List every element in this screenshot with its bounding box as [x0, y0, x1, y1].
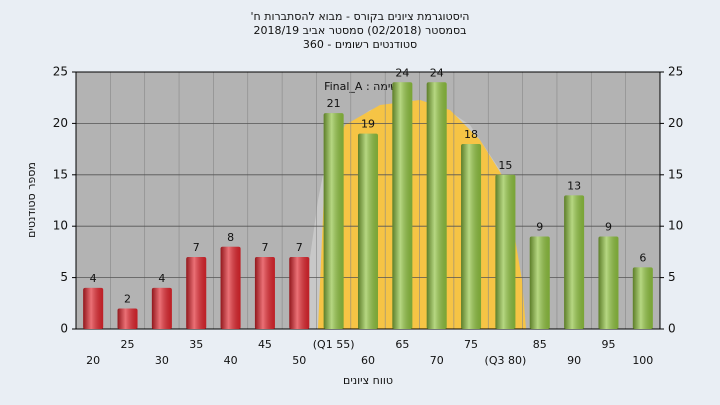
x-tick-label: 95 — [601, 338, 615, 351]
y2-tick-label: 20 — [668, 116, 683, 130]
data-label: 8 — [227, 231, 234, 244]
y-tick-label: 5 — [60, 270, 68, 284]
data-label: 7 — [261, 241, 268, 254]
bar-shade — [254, 257, 275, 329]
bar-shade — [632, 267, 653, 329]
bar-shade — [529, 236, 550, 329]
x-tick-label: 40 — [224, 354, 238, 367]
data-label: 4 — [158, 272, 165, 285]
y-tick-label: 15 — [53, 167, 68, 181]
chart-subtitle: סטודנטים רשומים - 360 — [303, 38, 417, 51]
y2-tick-label: 15 — [668, 167, 683, 181]
y2-tick-label: 25 — [668, 65, 683, 79]
data-label: 7 — [193, 241, 200, 254]
y2-tick-label: 5 — [668, 270, 676, 284]
data-label: 4 — [90, 272, 97, 285]
data-label: 9 — [536, 220, 543, 233]
data-label: 15 — [498, 159, 512, 172]
data-label: 24 — [430, 66, 444, 79]
chart-subtitle: בסמסטר (02/2018) סמסטר אביב 2018/19 — [253, 24, 466, 37]
bar-shade — [117, 308, 138, 329]
x-tick-label: 20 — [86, 354, 100, 367]
bar-shade — [323, 113, 344, 330]
bar-shade — [495, 174, 516, 329]
x-tick-label: 25 — [121, 338, 135, 351]
y-tick-label: 25 — [53, 65, 68, 79]
data-label: 21 — [327, 97, 341, 110]
data-label: 19 — [361, 118, 375, 131]
data-label: 2 — [124, 292, 131, 305]
data-label: 7 — [296, 241, 303, 254]
data-label: 9 — [605, 220, 612, 233]
bar-shade — [151, 287, 172, 329]
x-tick-label: 85 — [533, 338, 547, 351]
y-axis-label: מספר סטודנטים — [25, 162, 38, 238]
y2-tick-label: 10 — [668, 219, 683, 233]
y2-tick-label: 0 — [668, 322, 676, 336]
data-label: 24 — [395, 66, 409, 79]
chart-title: היסטוגרמת ציונים בקורס - מבוא להסתברות ח… — [251, 10, 470, 23]
data-label: 13 — [567, 179, 581, 192]
annotation: במשימה : Final_A — [324, 80, 412, 93]
bar-shade — [426, 82, 447, 329]
x-tick-label: 60 — [361, 354, 375, 367]
x-tick-label: 90 — [567, 354, 581, 367]
bar-shade — [289, 257, 310, 329]
bar-shade — [83, 287, 104, 329]
bar-shade — [598, 236, 619, 329]
y-tick-label: 10 — [53, 219, 68, 233]
bar-shade — [461, 143, 482, 329]
bar-shade — [392, 82, 413, 329]
x-tick-label: 30 — [155, 354, 169, 367]
x-axis-label: טווח ציונים — [343, 374, 393, 387]
x-tick-label: (Q1 55) — [313, 338, 355, 351]
x-tick-label: 100 — [632, 354, 653, 367]
data-label: 6 — [639, 251, 646, 264]
x-tick-label: 35 — [189, 338, 203, 351]
bar-shade — [186, 257, 207, 329]
y-tick-label: 20 — [53, 116, 68, 130]
bar-shade — [220, 246, 241, 329]
data-label: 18 — [464, 128, 478, 141]
x-tick-label: 45 — [258, 338, 272, 351]
x-tick-label: 75 — [464, 338, 478, 351]
x-tick-label: 70 — [430, 354, 444, 367]
bar-shade — [564, 195, 585, 329]
x-tick-label: 65 — [395, 338, 409, 351]
x-tick-label: (Q3 80) — [485, 354, 527, 367]
bar-shade — [358, 133, 378, 329]
y-tick-label: 0 — [60, 322, 68, 336]
x-tick-label: 50 — [292, 354, 306, 367]
